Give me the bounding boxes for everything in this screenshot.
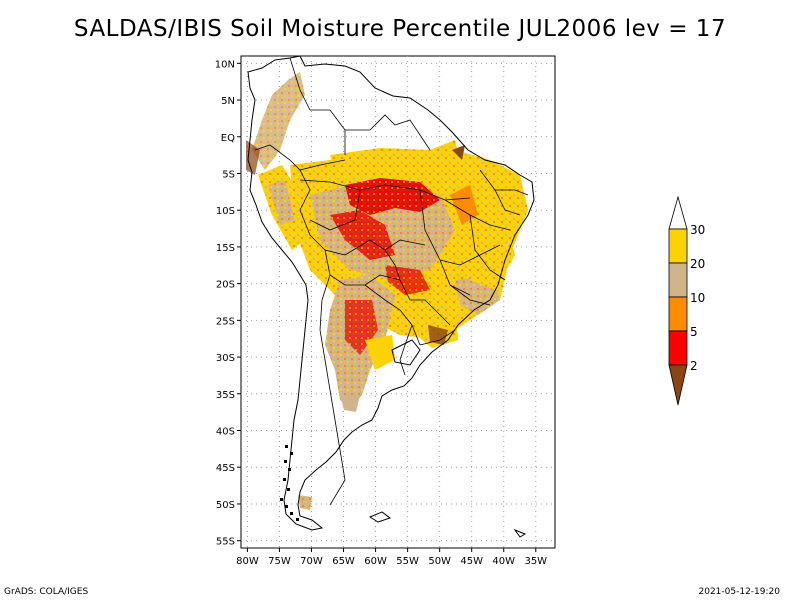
lat-tick-label: 50S bbox=[216, 500, 235, 511]
legend-label: 5 bbox=[690, 325, 698, 339]
lat-tick-label: 55S bbox=[216, 537, 235, 548]
lat-tick-label: 5S bbox=[222, 169, 235, 180]
legend-swatch-2-5 bbox=[668, 330, 688, 366]
legend-colorbar bbox=[668, 195, 688, 406]
lon-tick-label: 80W bbox=[236, 556, 259, 567]
lat-tick-label: 25S bbox=[216, 316, 235, 327]
legend-label: 2 bbox=[690, 359, 698, 373]
latitude-labels: 10N 5N EQ 5S 10S 15S 20S 25S 30S 35S 40S 45S 50S 55S bbox=[215, 59, 241, 548]
rio-de-la-plata bbox=[391, 339, 421, 366]
lat-tick-label: 5N bbox=[221, 96, 235, 107]
lat-tick-label: 20S bbox=[216, 280, 235, 291]
lat-tick-label: 45S bbox=[216, 463, 235, 474]
lon-tick-label: 50W bbox=[428, 556, 451, 567]
chile-fjords bbox=[280, 445, 299, 521]
color-legend: 30 20 10 5 2 bbox=[668, 195, 728, 410]
lat-tick-label: 35S bbox=[216, 390, 235, 401]
legend-swatch-10-20 bbox=[668, 262, 688, 298]
lat-tick-label: 40S bbox=[216, 427, 235, 438]
lon-tick-label: 55W bbox=[396, 556, 419, 567]
legend-swatch-5-10 bbox=[668, 296, 688, 332]
country-borders bbox=[254, 57, 529, 506]
footer-timestamp: 2021-05-12-19:20 bbox=[698, 587, 781, 597]
south-georgia bbox=[513, 528, 527, 538]
legend-swatch-above-30 bbox=[668, 195, 688, 230]
lat-tick-label: 30S bbox=[216, 353, 235, 364]
lat-tick-label: 10N bbox=[215, 59, 235, 70]
legend-label: 10 bbox=[690, 291, 706, 305]
lon-tick-label: 75W bbox=[268, 556, 291, 567]
longitude-labels: 80W 75W 70W 65W 60W 55W 50W 45W 40W 35W bbox=[236, 548, 547, 567]
map-title: SALDAS/IBIS Soil Moisture Percentile JUL… bbox=[73, 16, 727, 42]
lat-tick-label: EQ bbox=[221, 133, 235, 144]
lon-tick-label: 35W bbox=[524, 556, 547, 567]
lat-tick-label: 10S bbox=[216, 206, 235, 217]
coastline bbox=[247, 56, 535, 531]
lon-tick-label: 40W bbox=[492, 556, 515, 567]
lon-tick-label: 70W bbox=[300, 556, 323, 567]
legend-swatch-20-30 bbox=[668, 228, 688, 264]
lat-tick-label: 15S bbox=[216, 243, 235, 254]
footer-credit: GrADS: COLA/IGES bbox=[4, 587, 89, 597]
lon-tick-label: 45W bbox=[460, 556, 483, 567]
falkland-islands bbox=[368, 511, 392, 523]
soil-moisture-shading bbox=[246, 72, 528, 510]
legend-label: 30 bbox=[690, 223, 706, 237]
legend-label: 20 bbox=[690, 257, 706, 271]
legend-swatch-below-2 bbox=[668, 364, 688, 406]
lon-tick-label: 65W bbox=[332, 556, 355, 567]
lon-tick-label: 60W bbox=[364, 556, 387, 567]
